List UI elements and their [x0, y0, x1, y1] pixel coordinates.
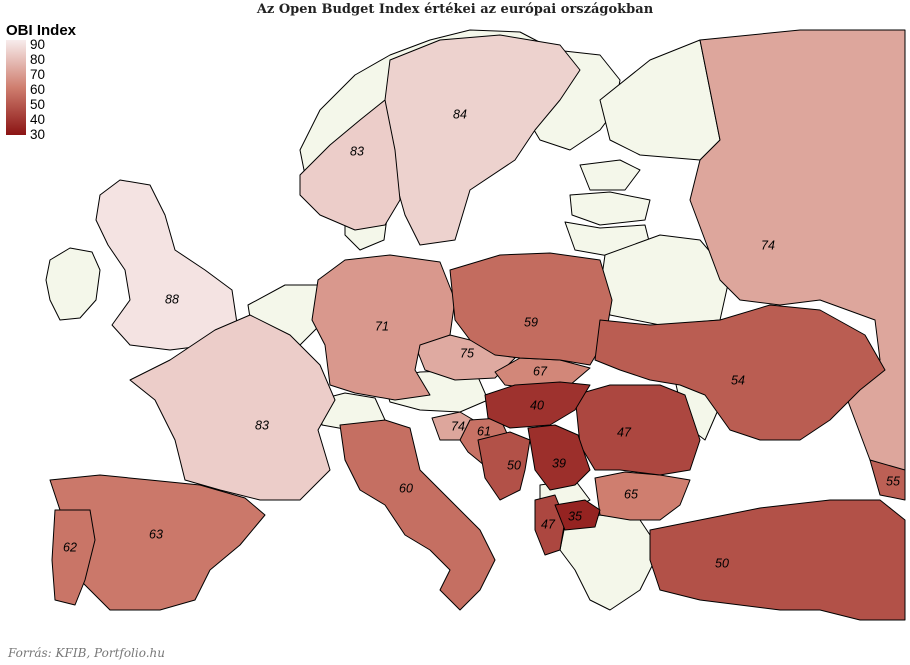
country-value-label: 74	[451, 419, 465, 433]
source-note: Forrás: KFIB, Portfolio.hu	[8, 646, 166, 660]
country-value-label: 61	[477, 424, 491, 438]
russia-north-shape	[599, 39, 721, 161]
poland-shape	[449, 252, 613, 366]
legend-tick: 70	[30, 67, 46, 82]
country-value-label: 50	[507, 458, 521, 472]
chart-title: Az Open Budget Index értékei az európai …	[256, 2, 654, 17]
turkey-shape	[649, 499, 906, 621]
serbia-bosnia-shape	[477, 431, 531, 501]
country-value-label: 47	[541, 517, 556, 531]
country-value-label: 71	[375, 319, 389, 333]
russia-shape	[689, 29, 906, 476]
country-value-label: 35	[568, 509, 582, 523]
country-value-label: 47	[617, 425, 632, 439]
country-value-label: 74	[761, 238, 775, 252]
serbia-shape	[527, 424, 591, 491]
legend-tick: 30	[30, 127, 46, 142]
country-value-label: 83	[255, 418, 269, 432]
italy-shape	[339, 419, 496, 611]
country-value-label: 75	[460, 346, 474, 360]
legend-tick: 50	[30, 97, 46, 112]
country-value-label: 55	[886, 474, 900, 488]
macedonia-shape	[554, 499, 601, 531]
country-value-label: 59	[524, 315, 538, 329]
country-value-label: 62	[63, 540, 77, 554]
legend-tick: 90	[30, 37, 46, 52]
bulgaria-shape	[594, 471, 691, 521]
country-value-label: 39	[552, 456, 566, 470]
estonia-shape	[579, 159, 641, 191]
uk-shape	[95, 179, 239, 351]
country-value-label: 63	[149, 527, 163, 541]
germany-shape	[311, 254, 456, 401]
norway-shape	[299, 99, 401, 231]
portugal-shape	[51, 509, 96, 606]
country-value-label: 40	[530, 398, 544, 412]
country-value-label: 65	[624, 487, 638, 501]
legend-tick: 60	[30, 82, 46, 97]
legend-color-bar	[6, 40, 26, 135]
turkey-east-edge	[869, 459, 906, 501]
romania-shape	[574, 384, 701, 476]
legend-tick: 80	[30, 52, 46, 67]
ireland-shape	[45, 247, 101, 321]
ukraine-shape	[594, 304, 886, 441]
france-shape	[129, 314, 336, 501]
country-value-label: 67	[533, 364, 548, 378]
country-value-label: 88	[165, 292, 179, 306]
hungary-shape	[484, 381, 591, 429]
country-value-label: 83	[350, 144, 364, 158]
legend-title: OBI Index	[6, 22, 77, 39]
country-value-label: 84	[453, 107, 467, 121]
latvia-shape	[569, 191, 651, 226]
legend-tick: 40	[30, 112, 46, 127]
country-value-label: 50	[715, 556, 729, 570]
country-value-label: 60	[399, 481, 413, 495]
country-value-label: 54	[731, 373, 745, 387]
